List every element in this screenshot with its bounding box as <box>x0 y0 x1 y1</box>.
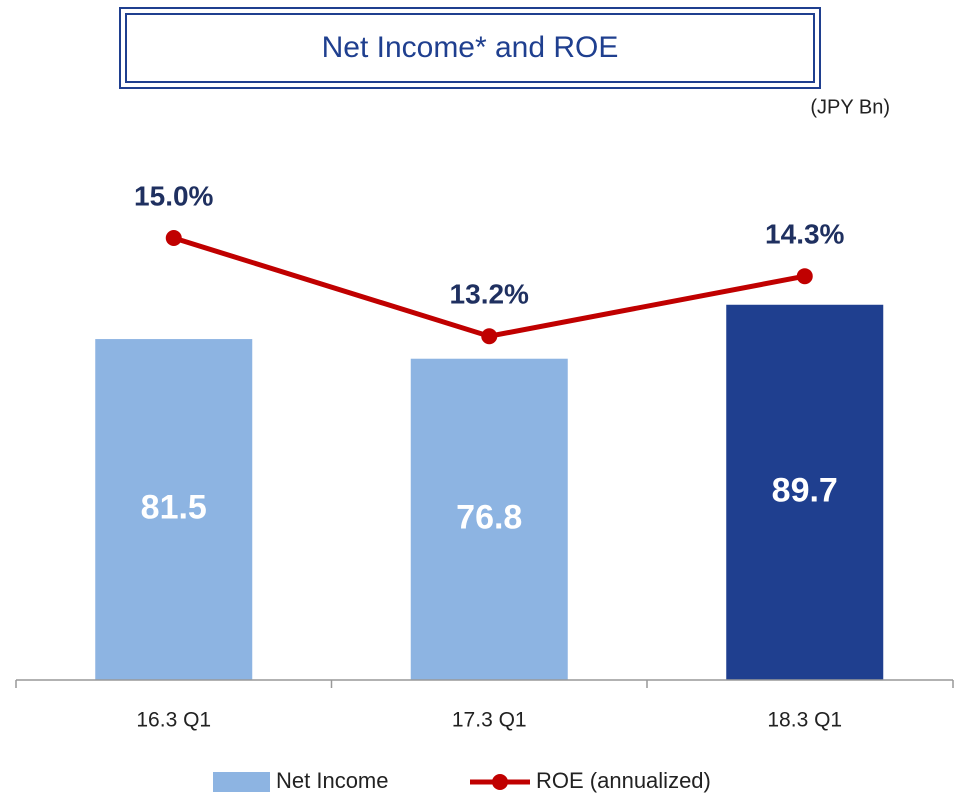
bar <box>410 358 568 680</box>
x-tick-label: 17.3 Q1 <box>452 709 527 732</box>
legend-dot <box>492 774 508 790</box>
x-tick-label: 16.3 Q1 <box>136 709 211 732</box>
chart-title: Net Income* and ROE <box>322 31 619 64</box>
roe-value-label: 14.3% <box>765 219 844 250</box>
bar-value-label: 76.8 <box>456 498 522 536</box>
bar-value-label: 81.5 <box>141 489 207 527</box>
legend-label: ROE (annualized) <box>536 768 711 793</box>
x-tick-label: 18.3 Q1 <box>767 709 842 732</box>
bar <box>726 304 884 680</box>
title-box-inner <box>125 13 815 83</box>
roe-point <box>481 328 498 345</box>
roe-value-label: 13.2% <box>450 279 529 310</box>
legend-swatch <box>213 772 270 792</box>
bar-value-label: 89.7 <box>772 471 838 509</box>
unit-label: (JPY Bn) <box>810 96 890 118</box>
roe-value-label: 15.0% <box>134 180 213 211</box>
roe-point <box>796 268 813 285</box>
bar <box>95 339 253 680</box>
title-box-outer <box>119 7 821 89</box>
roe-point <box>165 230 182 247</box>
legend-label: Net Income <box>276 768 389 793</box>
